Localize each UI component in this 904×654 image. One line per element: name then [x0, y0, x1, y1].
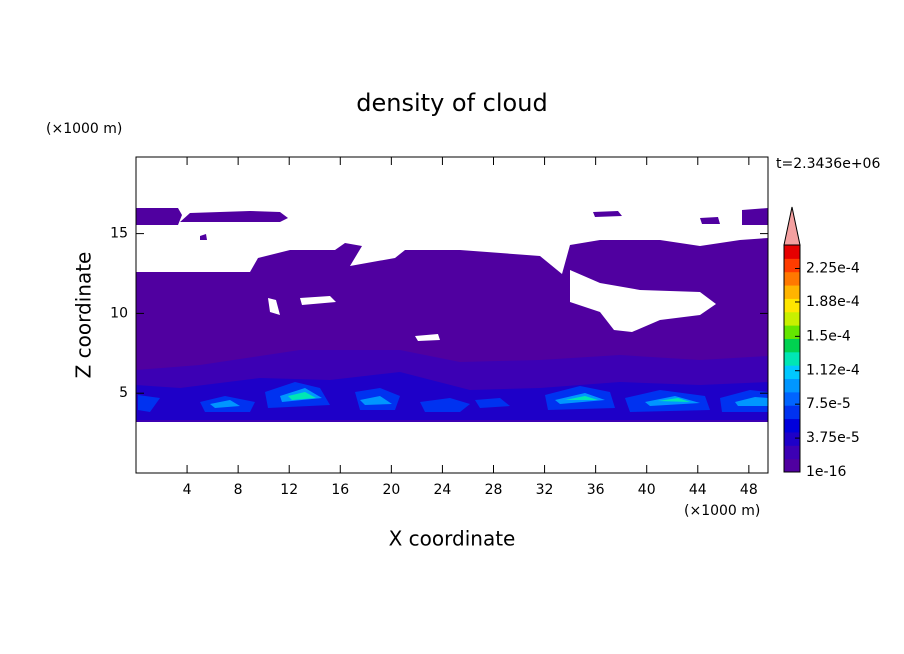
- colorbar-frame: [783, 244, 801, 473]
- x-tick-label: 48: [740, 482, 758, 498]
- colorbar-band: [784, 338, 800, 353]
- x-axis-label: X coordinate: [389, 527, 516, 551]
- x-tick-label: 12: [280, 482, 298, 498]
- plot-frame: [135, 156, 769, 474]
- colorbar-band: [784, 445, 800, 460]
- colorbar-band: [784, 365, 800, 380]
- x-tick-label: 4: [183, 482, 192, 498]
- colorbar-tick-label: 2.25e-4: [806, 261, 860, 277]
- colorbar-tick-label: 1e-16: [806, 464, 846, 480]
- colorbar-band: [784, 298, 800, 313]
- colorbar-band: [784, 258, 800, 273]
- colorbar-band: [784, 285, 800, 299]
- colorbar-band: [784, 325, 800, 339]
- chart-title: density of cloud: [356, 89, 547, 117]
- colorbar-band: [784, 245, 800, 259]
- x-tick-label: 20: [382, 482, 400, 498]
- x-unit: (×1000 m): [684, 503, 760, 519]
- colorbar-tick-label: 1.5e-4: [806, 328, 851, 344]
- colorbar-tick-label: 1.88e-4: [806, 294, 860, 310]
- y-axis-label: Z coordinate: [72, 252, 96, 379]
- x-tick-label: 28: [485, 482, 503, 498]
- x-tick-label: 24: [434, 482, 452, 498]
- colorbar-tick-label: 7.5e-5: [806, 396, 851, 412]
- y-unit: (×1000 m): [46, 121, 122, 137]
- x-tick-label: 8: [234, 482, 243, 498]
- colorbar-band: [784, 311, 800, 326]
- colorbar-band: [784, 431, 800, 446]
- colorbar-band: [784, 458, 800, 473]
- colorbar-band: [784, 378, 800, 393]
- colorbar-band: [784, 351, 800, 366]
- time-annotation: t=2.3436e+06: [776, 156, 880, 172]
- colorbar-tick-label: 3.75e-5: [806, 430, 860, 446]
- y-tick-label: 15: [110, 226, 128, 242]
- x-tick-label: 16: [331, 482, 349, 498]
- y-tick-label: 10: [110, 305, 128, 321]
- x-tick-label: 44: [689, 482, 707, 498]
- colorbar-tick-label: 1.12e-4: [806, 363, 860, 379]
- colorbar-over: [783, 206, 801, 246]
- colorbar-band: [784, 405, 800, 420]
- x-tick-label: 40: [638, 482, 656, 498]
- y-tick-label: 5: [119, 385, 128, 401]
- colorbar-band: [784, 391, 800, 406]
- colorbar-band: [784, 271, 800, 286]
- cloud-field: [136, 208, 768, 422]
- colorbar-band: [784, 418, 800, 433]
- x-tick-label: 36: [587, 482, 605, 498]
- x-tick-label: 32: [536, 482, 554, 498]
